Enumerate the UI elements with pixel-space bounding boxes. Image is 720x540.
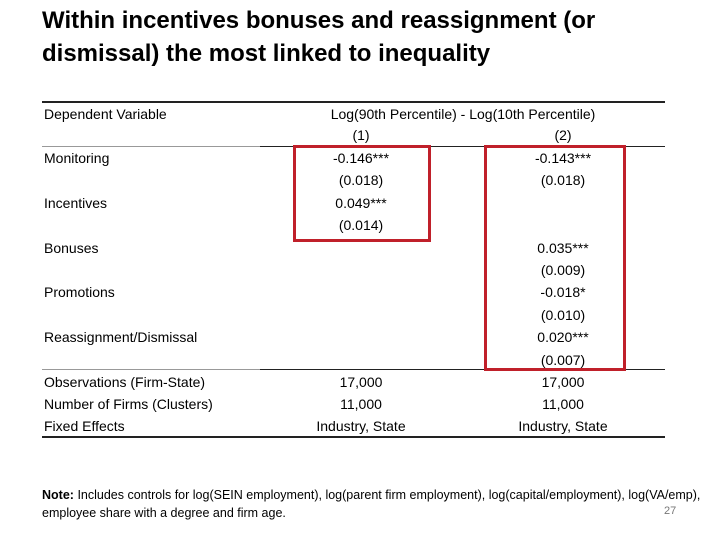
header-rule-left <box>42 146 260 147</box>
row-label: Promotions <box>44 284 115 301</box>
highlight-box <box>484 145 626 371</box>
stat-label: Fixed Effects <box>44 418 125 434</box>
highlight-box <box>293 145 431 242</box>
row-label: Monitoring <box>44 150 110 166</box>
column-label: (2) <box>554 127 572 143</box>
header-rule <box>260 146 665 147</box>
standard-error: (0.018) <box>540 172 586 189</box>
standard-error: (0.014) <box>338 217 384 234</box>
stat-value: 11,000 <box>340 396 382 412</box>
column-label: (1) <box>352 127 370 143</box>
table-top-rule <box>42 101 665 103</box>
stats-rule <box>260 369 665 370</box>
stat-label: Number of Firms (Clusters) <box>44 396 213 412</box>
note: Note: Includes controls for log(SEIN emp… <box>42 486 702 522</box>
note-label: Note: <box>42 488 74 502</box>
stat-value: 17,000 <box>541 374 585 390</box>
standard-error: (0.009) <box>540 262 586 278</box>
standard-error: (0.010) <box>540 306 586 323</box>
page-number: 27 <box>664 505 677 517</box>
coefficient: 0.020*** <box>537 329 589 346</box>
coefficient: -0.143*** <box>534 150 592 166</box>
note-text: Includes controls for log(SEIN employmen… <box>42 488 701 520</box>
stat-value: Industry, State <box>518 418 608 434</box>
stat-value: 17,000 <box>339 374 383 390</box>
stat-value: 11,000 <box>542 396 584 412</box>
standard-error: (0.018) <box>338 172 384 189</box>
header-dependent-variable: Dependent Variable <box>44 106 167 122</box>
coefficient: 0.035*** <box>537 239 589 256</box>
stat-label: Observations (Firm-State) <box>44 374 206 390</box>
stats-rule-left <box>42 369 260 370</box>
coefficient: -0.018* <box>540 284 586 301</box>
standard-error: (0.007) <box>540 351 586 368</box>
row-label: Incentives <box>44 194 108 211</box>
slide-title: Within incentives bonuses and reassignme… <box>42 7 596 67</box>
coefficient: -0.146*** <box>332 150 390 166</box>
table-bottom-rule <box>42 436 665 438</box>
coefficient: 0.049*** <box>335 194 387 211</box>
row-label: Bonuses <box>44 239 99 256</box>
header-span: Log(90th Percentile) - Log(10th Percenti… <box>330 106 596 122</box>
stat-value: Industry, State <box>316 418 406 434</box>
row-label: Reassignment/Dismissal <box>44 329 198 346</box>
